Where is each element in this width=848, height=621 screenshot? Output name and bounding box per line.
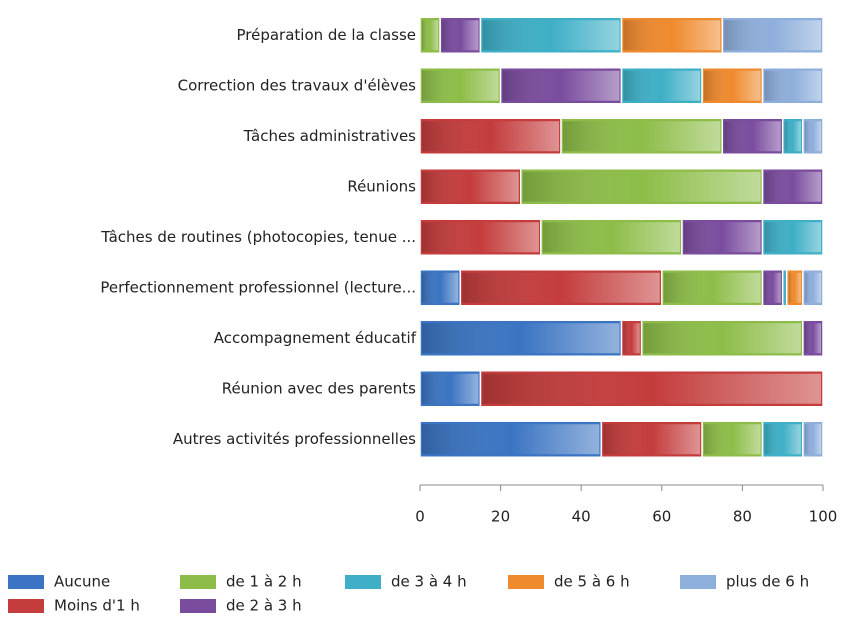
bar-shine bbox=[724, 20, 821, 50]
y-tick-label: Autres activités professionnelles bbox=[173, 430, 416, 448]
bar-shine bbox=[644, 323, 801, 353]
bar-shine bbox=[624, 71, 701, 101]
y-tick-label: Réunion avec des parents bbox=[222, 379, 416, 397]
bar-shine bbox=[624, 20, 721, 50]
bar-shine bbox=[624, 323, 640, 353]
bar-shine bbox=[422, 273, 458, 303]
legend-swatch bbox=[8, 599, 44, 613]
y-tick-label: Perfectionnement professionnel (lecture.… bbox=[100, 278, 416, 296]
bar-shine bbox=[765, 222, 821, 252]
bar-shine bbox=[482, 20, 619, 50]
legend-label: de 5 à 6 h bbox=[554, 573, 630, 591]
bar-shine bbox=[422, 222, 539, 252]
legend-swatch bbox=[180, 575, 216, 589]
bar-shine bbox=[422, 71, 499, 101]
bar-shine bbox=[704, 71, 760, 101]
bar-shine bbox=[563, 121, 720, 151]
y-tick-label: Préparation de la classe bbox=[236, 26, 416, 44]
legend-swatch bbox=[508, 575, 544, 589]
bar-shine bbox=[482, 374, 821, 404]
bar-shine bbox=[704, 424, 760, 454]
bar-shine bbox=[422, 172, 519, 202]
x-tick-label: 20 bbox=[491, 508, 510, 526]
x-tick-label: 40 bbox=[572, 508, 591, 526]
legend-swatch bbox=[680, 575, 716, 589]
bar-shine bbox=[805, 424, 821, 454]
bar-shine bbox=[765, 424, 801, 454]
legend-swatch bbox=[8, 575, 44, 589]
legend-swatch bbox=[345, 575, 381, 589]
legend-label: de 1 à 2 h bbox=[226, 573, 302, 591]
y-tick-label: Réunions bbox=[347, 177, 416, 195]
bar-shine bbox=[684, 222, 761, 252]
bar-shine bbox=[805, 273, 821, 303]
bar-shine bbox=[422, 20, 438, 50]
bar-shine bbox=[765, 172, 821, 202]
x-tick-label: 80 bbox=[733, 508, 752, 526]
bar-shine bbox=[503, 71, 620, 101]
y-tick-label: Tâches administratives bbox=[243, 127, 417, 145]
x-tick-label: 0 bbox=[415, 508, 425, 526]
legend-label: de 3 à 4 h bbox=[391, 573, 467, 591]
legend-label: plus de 6 h bbox=[726, 573, 809, 591]
bar-shine bbox=[523, 172, 761, 202]
bar-shine bbox=[765, 71, 821, 101]
x-tick-label: 60 bbox=[652, 508, 671, 526]
y-tick-label: Correction des travaux d'élèves bbox=[178, 76, 417, 94]
legend-label: de 2 à 3 h bbox=[226, 597, 302, 615]
bar-shine bbox=[543, 222, 680, 252]
legend-swatch bbox=[180, 599, 216, 613]
bar-shine bbox=[422, 374, 478, 404]
bar-shine bbox=[789, 273, 801, 303]
bar-shine bbox=[765, 273, 781, 303]
x-tick-label: 100 bbox=[809, 508, 838, 526]
bar-shine bbox=[422, 121, 559, 151]
bar-shine bbox=[785, 121, 801, 151]
bar-shine bbox=[805, 323, 821, 353]
bar-shine bbox=[422, 323, 620, 353]
y-tick-label: Tâches de routines (photocopies, tenue .… bbox=[100, 228, 416, 246]
bar-shine bbox=[664, 273, 761, 303]
bar-shine bbox=[442, 20, 478, 50]
y-tick-label: Accompagnement éducatif bbox=[214, 329, 417, 347]
bar-shine bbox=[805, 121, 821, 151]
bar-shine bbox=[422, 424, 599, 454]
bar-shine bbox=[462, 273, 660, 303]
bar-shine bbox=[603, 424, 700, 454]
legend-label: Moins d'1 h bbox=[54, 597, 140, 615]
bar-shine bbox=[724, 121, 780, 151]
legend-label: Aucune bbox=[54, 573, 110, 591]
